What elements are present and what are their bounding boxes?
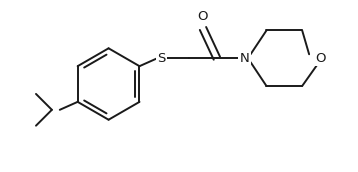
- Text: N: N: [240, 52, 250, 65]
- Text: S: S: [157, 52, 165, 65]
- Text: O: O: [198, 9, 208, 23]
- Text: O: O: [315, 52, 325, 65]
